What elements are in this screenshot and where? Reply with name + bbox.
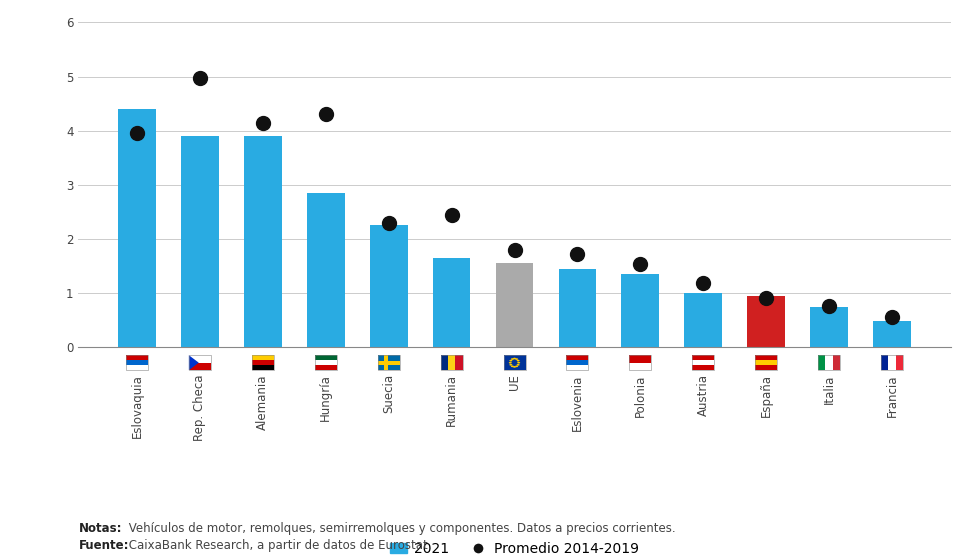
Bar (118, 109, 156, 347)
Bar (181, 136, 219, 347)
Text: Rep. Checa: Rep. Checa (193, 374, 207, 441)
Text: Eslovenia: Eslovenia (571, 374, 584, 431)
Point (821, 301, 837, 310)
Point (507, 245, 522, 254)
Text: Austria: Austria (697, 374, 710, 416)
Bar (433, 258, 470, 347)
Bar (621, 274, 660, 347)
Text: Notas:: Notas: (78, 522, 122, 535)
Point (318, 110, 333, 119)
Bar (496, 263, 533, 347)
Point (759, 294, 774, 303)
Bar (684, 293, 722, 347)
Bar (748, 296, 785, 347)
Text: España: España (760, 374, 772, 417)
Text: Rumania: Rumania (445, 374, 458, 426)
Point (129, 129, 145, 138)
Point (255, 118, 270, 127)
Text: Italia: Italia (822, 374, 836, 404)
Text: Fuente:: Fuente: (78, 539, 129, 552)
Bar (559, 269, 596, 347)
Point (569, 250, 585, 259)
Text: CaixaBank Research, a partir de datos de Eurostat.: CaixaBank Research, a partir de datos de… (125, 539, 432, 552)
Point (632, 260, 648, 269)
Point (696, 279, 711, 288)
Text: Suecia: Suecia (382, 374, 395, 413)
Point (884, 313, 900, 322)
Bar (244, 136, 281, 347)
Text: Hungría: Hungría (319, 374, 332, 421)
Legend: 2021, Promedio 2014-2019: 2021, Promedio 2014-2019 (385, 536, 644, 560)
Text: Francia: Francia (886, 374, 899, 417)
Point (381, 218, 397, 227)
Bar (810, 307, 848, 347)
Text: Polonia: Polonia (634, 374, 647, 417)
Text: Eslovaquia: Eslovaquia (130, 374, 143, 438)
Bar (369, 225, 408, 347)
Text: Vehículos de motor, remolques, semirremolques y componentes. Datos a precios cor: Vehículos de motor, remolques, semirremo… (125, 522, 676, 535)
Point (192, 74, 208, 83)
Bar (873, 321, 911, 347)
Text: Alemania: Alemania (257, 374, 270, 430)
Point (444, 210, 460, 219)
Text: UE: UE (508, 374, 521, 390)
Bar (307, 193, 345, 347)
